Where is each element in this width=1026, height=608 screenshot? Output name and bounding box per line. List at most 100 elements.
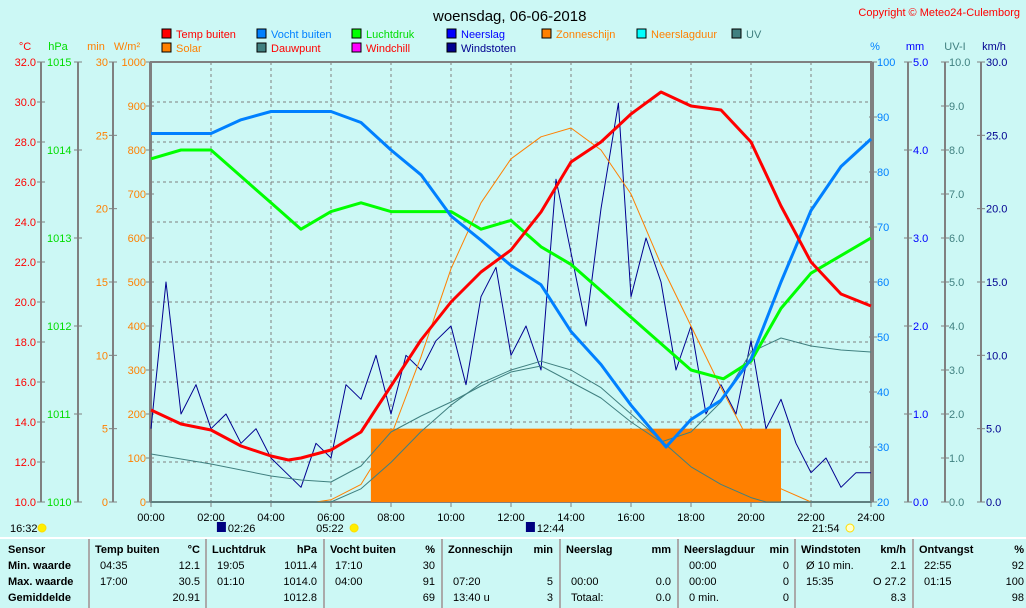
axis-tick-label: 14.0 [15,417,36,429]
summary-table: Sensor Min. waarde Max. waarde Gemiddelde Te… [0,537,1026,608]
column-unit: °C [187,544,200,556]
axis-tick-label: 7.0 [949,189,964,201]
column-unit: % [1014,544,1024,556]
column-unit: min [769,544,789,556]
x-tick-label: 02:00 [197,512,225,524]
axis-tick-label: 6.0 [949,233,964,245]
axis-unit-hpa: hPa [48,41,68,53]
moonset-icon [525,522,535,532]
axis-unit-min: min [87,41,105,53]
cell-time: 00:00 [571,576,599,588]
cell-time: 04:00 [335,576,363,588]
legend-swatch [446,28,457,39]
chart-title: woensdag, 06-06-2018 [432,8,586,25]
x-tick-label: 08:00 [377,512,405,524]
axis-tick-label: 26.0 [15,177,36,189]
axis-tick-label: 10.0 [949,57,970,69]
column-divider [559,539,561,608]
column-divider [677,539,679,608]
axis-tick-label: 20 [96,204,108,216]
series-uv [151,360,871,503]
axis-tick-label: 80 [877,167,889,179]
cell-value: 20.91 [172,592,200,604]
axis-tick-label: 20.0 [986,204,1007,216]
axis-tick-label: 30.0 [15,97,36,109]
axis-tick-label: 200 [128,409,146,421]
copyright: Copyright © Meteo24-Culemborg [858,7,1020,19]
cell-value: 30.5 [178,576,200,588]
axis-tick-label: 100 [128,453,146,465]
legend-label: Neerslag [461,29,505,41]
legend-label: Solar [176,43,202,55]
axis-tick-label: 30 [877,442,889,454]
cell-value: 92 [1011,560,1024,572]
axis-tick-label: 12.0 [15,457,36,469]
column-divider [912,539,914,608]
cell-value: 69 [422,592,435,604]
axis-tick-label: 0.0 [986,497,1001,509]
row-label: Max. waarde [8,576,74,588]
moonrise-icon [216,522,226,532]
axis-tick-label: 300 [128,365,146,377]
legend-swatch [256,28,267,39]
cell-time: 19:05 [217,560,245,572]
cell-time: 01:10 [217,576,245,588]
x-tick-label: 10:00 [437,512,465,524]
cell-time: 04:35 [100,560,128,572]
column-unit: % [425,544,435,556]
legend-label: UV [746,29,762,41]
axis-tick-label: 1012 [47,321,71,333]
axis-tick-label: 22.0 [15,257,36,269]
axis-tick-label: 1011 [47,409,71,421]
legend-label: Temp buiten [176,29,236,41]
column-divider [794,539,796,608]
x-tick-label: 06:00 [317,512,345,524]
x-tick-label: 20:00 [737,512,765,524]
cloud-icon [37,523,47,533]
axis-tick-label: 40 [877,387,889,399]
sun-moon-time: 12:44 [537,523,565,535]
legend-label: Zonneschijn [556,29,615,41]
axis-unit-wm2: W/m² [114,41,141,53]
axis-tick-label: 10.0 [15,497,36,509]
row-label: Gemiddelde [8,592,71,604]
axis-tick-label: 2.0 [949,409,964,421]
row-label: Sensor [8,544,46,556]
series-vocht-buiten [151,110,873,449]
cell-value: 12.1 [178,560,200,572]
cell-time: 17:00 [100,576,128,588]
cell-value: O 27.2 [872,576,906,588]
axis-tick-label: 500 [128,277,146,289]
axis-tick-label: 1.0 [913,409,928,421]
weather-chart: woensdag, 06-06-2018 Copyright © Meteo24… [10,7,1020,535]
sun-moon-time: 21:54 [812,523,840,535]
axis-tick-label: 30.0 [986,57,1007,69]
column-header: Zonneschijn [448,544,513,556]
axis-tick-label: 1013 [47,233,71,245]
cell-value: 0 [782,576,789,588]
column-header: Temp buiten [95,544,160,556]
axis-tick-label: 0 [140,497,146,509]
axis-tick-label: 0.0 [949,497,964,509]
column-divider [88,539,90,608]
axis-tick-label: 15.0 [986,277,1007,289]
cell-time: Totaal: [571,592,604,604]
x-tick-label: 00:00 [137,512,165,524]
axis-tick-label: 50 [877,332,889,344]
axis-tick-label: 28.0 [15,137,36,149]
column-divider [441,539,443,608]
series-temp-buiten [150,90,872,462]
x-tick-label: 12:00 [497,512,525,524]
axis-tick-label: 400 [128,321,146,333]
axis-tick-label: 5.0 [986,424,1001,436]
cell-time: 22:55 [924,560,952,572]
axis-tick-label: 1000 [122,57,146,69]
axis-tick-label: 16.0 [15,377,36,389]
legend-label: Vocht buiten [271,29,332,41]
axis-tick-label: 4.0 [949,321,964,333]
column-unit: km/h [880,544,906,556]
column-divider [323,539,325,608]
axis-tick-label: 10.0 [986,350,1007,362]
axis-tick-label: 32.0 [15,57,36,69]
